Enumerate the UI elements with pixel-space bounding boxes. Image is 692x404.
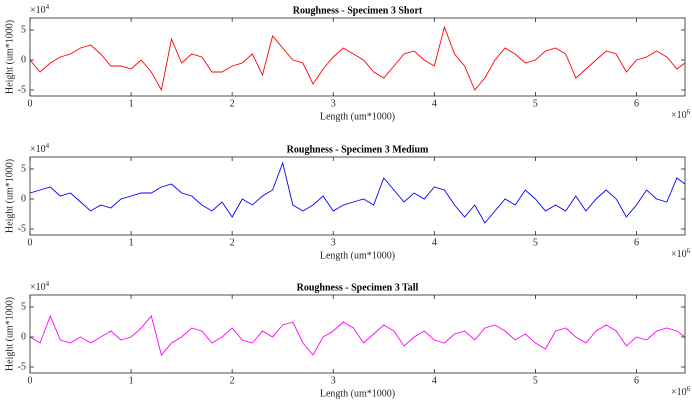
x-multiplier: ×10 [671, 110, 687, 121]
y-tick-label: 5 [21, 301, 26, 312]
x-axis-label: Length (um*1000) [320, 111, 395, 122]
x-tick-label: 3 [331, 375, 336, 386]
x-tick-label: 6 [634, 375, 639, 386]
y-tick-label: 0 [21, 193, 26, 204]
x-tick-label: 1 [129, 237, 134, 248]
chart-title: Roughness - Specimen 3 Medium [287, 144, 429, 155]
y-exponent-power: 4 [46, 3, 50, 11]
x-exponent-power: 6 [687, 108, 691, 116]
x-tick-label: 4 [432, 375, 437, 386]
data-line [29, 25, 686, 92]
x-tick-label: 6 [634, 98, 639, 109]
plot-area [30, 18, 685, 96]
x-tick-label: 5 [533, 375, 538, 386]
x-multiplier: ×10 [671, 249, 687, 260]
y-exponent: ×104 [30, 280, 50, 294]
x-tick-label: 2 [230, 237, 235, 248]
x-tick-label: 4 [432, 237, 437, 248]
x-exponent: ×106 [671, 385, 691, 399]
x-tick-label: 5 [533, 98, 538, 109]
y-exponent: ×104 [30, 3, 50, 17]
x-tick-label: 0 [28, 375, 33, 386]
y-axis-label: Height (um*1000) [4, 20, 15, 94]
x-exponent-power: 6 [687, 247, 691, 255]
x-axis-label: Length (um*1000) [320, 388, 395, 399]
axes-box [29, 294, 686, 374]
data-line [29, 161, 686, 224]
y-tick-label: 5 [21, 24, 26, 35]
y-exponent: ×104 [30, 142, 50, 156]
y-multiplier: ×10 [30, 282, 46, 293]
x-axis-label: Length (um*1000) [320, 250, 395, 261]
y-tick-label: -5 [18, 361, 26, 372]
y-tick-label: 5 [21, 163, 26, 174]
y-multiplier: ×10 [30, 144, 46, 155]
y-axis-label: Height (um*1000) [4, 159, 15, 233]
y-exponent-power: 4 [46, 280, 50, 288]
data-line [29, 314, 686, 356]
x-exponent: ×106 [671, 108, 691, 122]
x-exponent-power: 6 [687, 385, 691, 393]
plot-area [30, 157, 685, 235]
axes-box [29, 17, 686, 97]
x-tick-label: 3 [331, 98, 336, 109]
y-tick-label: -5 [18, 223, 26, 234]
x-tick-label: 0 [28, 237, 33, 248]
y-tick-label: 0 [21, 331, 26, 342]
x-tick-label: 2 [230, 98, 235, 109]
x-tick-label: 4 [432, 98, 437, 109]
x-tick-label: 3 [331, 237, 336, 248]
x-tick-label: 6 [634, 237, 639, 248]
x-tick-label: 5 [533, 237, 538, 248]
axes-box [29, 156, 686, 236]
y-multiplier: ×10 [30, 5, 46, 16]
y-tick-label: 0 [21, 54, 26, 65]
chart-title: Roughness - Specimen 3 Short [293, 5, 423, 16]
x-tick-label: 2 [230, 375, 235, 386]
chart-title: Roughness - Specimen 3 Tall [297, 282, 419, 293]
x-multiplier: ×10 [671, 387, 687, 398]
y-axis-label: Height (um*1000) [4, 297, 15, 371]
y-exponent-power: 4 [46, 142, 50, 150]
x-exponent: ×106 [671, 247, 691, 261]
y-tick-label: -5 [18, 84, 26, 95]
x-tick-label: 0 [28, 98, 33, 109]
x-tick-label: 1 [129, 375, 134, 386]
x-tick-label: 1 [129, 98, 134, 109]
